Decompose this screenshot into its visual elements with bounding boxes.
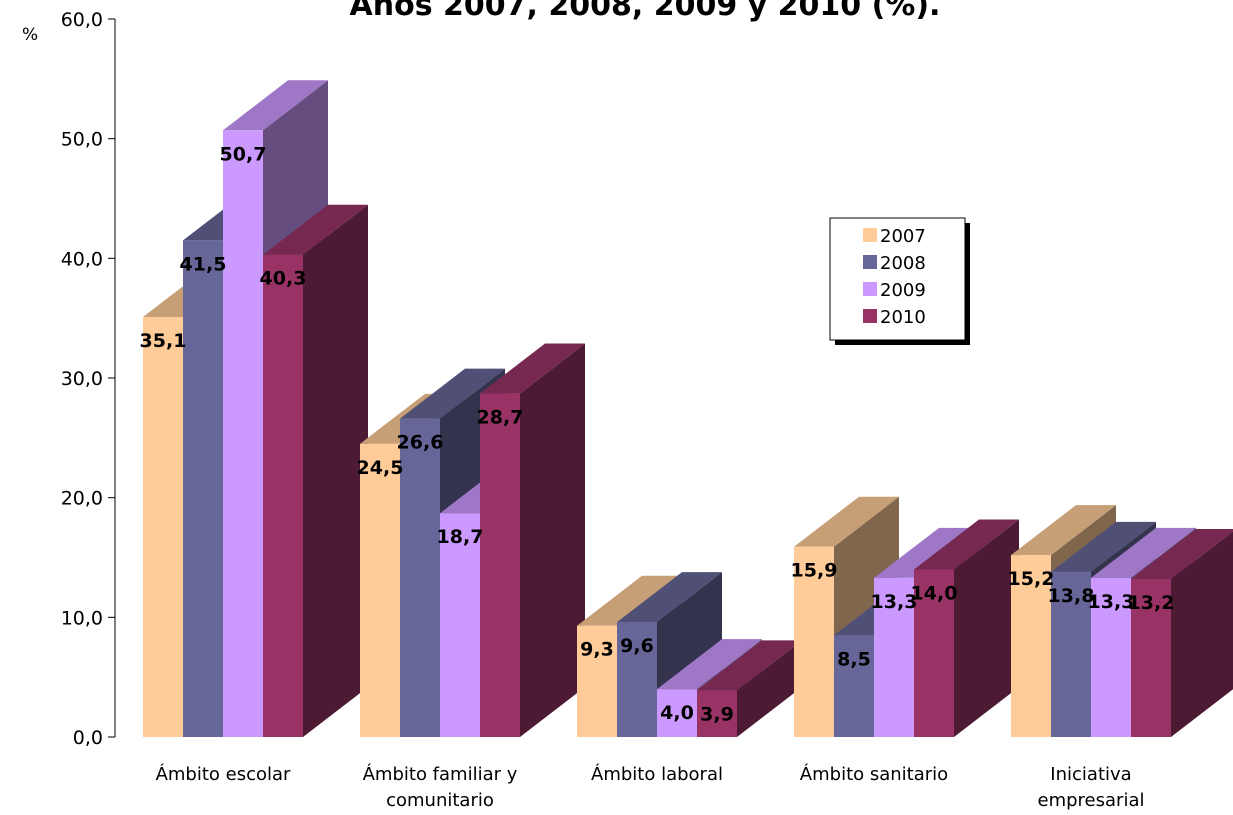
bar-front [400, 418, 440, 737]
bar-top [794, 496, 899, 547]
value-label: 41,5 [180, 253, 227, 275]
legend-label: 2008 [880, 253, 926, 274]
x-tick-label: Ámbito sanitario [800, 763, 948, 785]
bar-top [400, 368, 505, 419]
bar-front [1051, 571, 1091, 737]
y-tick-label: 30,0 [61, 368, 103, 390]
bar-front [480, 393, 520, 737]
value-label: 9,6 [620, 635, 654, 657]
x-tick-label: Ámbito familiar y comunitario [363, 763, 518, 811]
bar-front [657, 689, 697, 737]
value-label: 18,7 [437, 526, 484, 548]
value-label: 14,0 [911, 582, 958, 604]
bar-front [697, 690, 737, 737]
bar-front [360, 443, 400, 737]
bar-front [834, 635, 874, 737]
value-label: 13,3 [1088, 591, 1135, 613]
legend-swatch [863, 228, 877, 242]
bar-top [657, 639, 762, 690]
y-tick-label: 10,0 [61, 607, 103, 629]
bar-front [263, 254, 303, 737]
value-label: 50,7 [220, 143, 267, 165]
bar [914, 519, 1019, 737]
legend-label: 2007 [880, 226, 926, 247]
bar [697, 640, 802, 737]
value-label: 15,2 [1008, 568, 1055, 590]
bar-front [1131, 579, 1171, 737]
value-label: 13,8 [1048, 585, 1095, 607]
bar-top [1011, 505, 1116, 556]
bar-front [874, 577, 914, 737]
value-label: 40,3 [260, 268, 307, 290]
value-label: 4,0 [660, 702, 694, 724]
bar-side [303, 204, 368, 737]
value-label: 28,7 [477, 407, 524, 429]
bar-top [1131, 529, 1233, 580]
bar-front [794, 546, 834, 737]
value-label: 13,2 [1128, 592, 1175, 614]
bar [480, 343, 585, 737]
bar-front [617, 622, 657, 737]
legend-swatch [863, 282, 877, 296]
legend [829, 217, 966, 341]
bar-front [577, 625, 617, 737]
bar [263, 204, 368, 737]
x-tick-label: Iniciativa empresarial [1038, 764, 1145, 811]
y-tick-label: 60,0 [61, 9, 103, 31]
bar-front [143, 316, 183, 737]
y-tick-label: 0,0 [73, 727, 103, 749]
bar-front [183, 240, 223, 737]
bar-top [263, 204, 368, 255]
value-label: 24,5 [357, 457, 404, 479]
bar-top [223, 80, 328, 131]
bar-top [1091, 527, 1196, 578]
bar-side [954, 519, 1019, 737]
bar-side [520, 343, 585, 737]
y-axis-label: % [22, 25, 38, 45]
bar-front [914, 569, 954, 737]
value-label: 13,3 [871, 591, 918, 613]
bar-top [617, 572, 722, 623]
y-tick-label: 40,0 [61, 248, 103, 270]
bar-front [440, 513, 480, 737]
value-label: 9,3 [580, 639, 614, 661]
bar-top [914, 519, 1019, 570]
value-label: 15,9 [791, 560, 838, 582]
bar-top [697, 640, 802, 691]
bar-top [577, 575, 682, 626]
bar [1131, 529, 1233, 737]
bar-front [1091, 577, 1131, 737]
bar-side [737, 640, 802, 737]
bar-front [223, 130, 263, 738]
value-label: 35,1 [140, 330, 187, 352]
bar-top [1051, 521, 1156, 572]
value-label: 3,9 [700, 703, 734, 725]
x-tick-label: Ámbito escolar [156, 763, 291, 785]
chart-title: Años 2007, 2008, 2009 y 2010 (%). [350, 0, 941, 23]
value-label: 8,5 [837, 648, 871, 670]
y-tick-label: 50,0 [61, 129, 103, 151]
legend-label: 2009 [880, 280, 926, 301]
legend-swatch [863, 309, 877, 323]
legend-label: 2010 [880, 307, 926, 328]
y-tick-label: 20,0 [61, 488, 103, 510]
legend-swatch [863, 255, 877, 269]
value-label: 26,6 [397, 432, 444, 454]
x-tick-label: Ámbito laboral [591, 763, 723, 785]
bar-side [1171, 531, 1233, 737]
bar-front [1011, 555, 1051, 737]
bar-top [480, 343, 585, 394]
